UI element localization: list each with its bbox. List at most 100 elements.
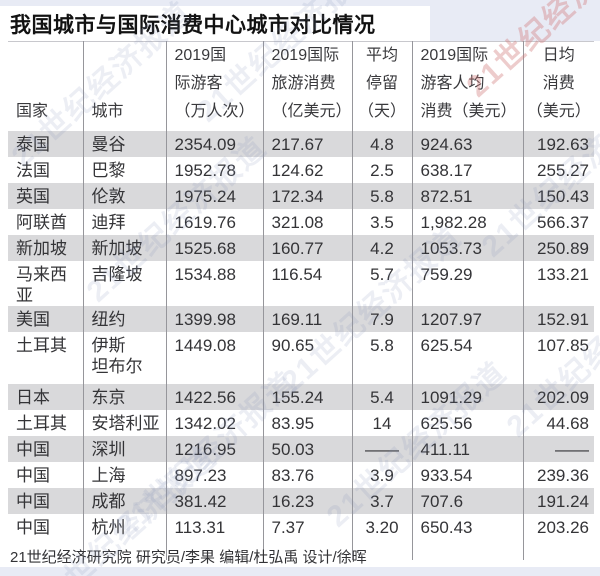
- cell-visitors_2019_wan: 381.42: [165, 488, 263, 514]
- table-row: 中国 杭州 113.31 7.37 3.20 650.43 203.26: [8, 514, 594, 540]
- cell-avg_stay_days: 3.5: [351, 209, 412, 235]
- cell-avg_stay_days: 3.20: [351, 514, 412, 540]
- cell-daily_spend_usd: 152.91: [522, 306, 594, 332]
- cell-country: 中国: [16, 518, 50, 537]
- cell-per_capita_spend_usd: 650.43: [411, 514, 523, 540]
- cell-visitors_2019_wan: 1449.08: [165, 332, 263, 384]
- top-right-band: [430, 0, 600, 41]
- cell-per_capita_spend_usd: 759.29: [411, 261, 523, 306]
- cell-avg_stay_days: 14: [351, 410, 412, 436]
- cell-visitors_2019_wan: 1216.95: [165, 436, 263, 462]
- cell-visitors_2019_wan: 1525.68: [165, 235, 263, 261]
- cell-tourism_spend_100m_usd: 50.03: [262, 436, 352, 462]
- cell-per_capita_spend_usd: 1053.73: [411, 235, 523, 261]
- cell-per_capita_spend_usd: 924.63: [411, 131, 523, 157]
- cell-city: 上海: [82, 462, 166, 488]
- cell-visitors_2019_wan: 1952.78: [165, 157, 263, 183]
- cell-avg_stay_days: 4.2: [351, 235, 412, 261]
- header-row: 国家 城市 2019国 际游客 （万人次） 2019国际 旅游消费 （亿美元） 平均 停…: [8, 41, 594, 131]
- cell-empty: [351, 540, 412, 560]
- cell-per_capita_spend_usd: 707.6: [411, 488, 523, 514]
- cell-empty: [262, 540, 352, 560]
- table-row: 美国 纽约 1399.98 169.11 7.9 1207.97 152.91: [8, 306, 594, 332]
- cell-city: 伊斯 坦布尔: [82, 332, 166, 384]
- cell-tourism_spend_100m_usd: 83.95: [262, 410, 352, 436]
- cell-visitors_2019_wan: 113.31: [165, 514, 263, 540]
- table-header: 国家 城市 2019国 际游客 （万人次） 2019国际 旅游消费 （亿美元） 平均 停…: [8, 41, 594, 131]
- table-row: 英国 伦敦 1975.24 172.34 5.8 872.51 150.43: [8, 183, 594, 209]
- cell-country: 中国: [16, 466, 50, 485]
- top-band: [0, 0, 600, 6]
- cell-visitors_2019_wan: 1619.76: [165, 209, 263, 235]
- cell-country: 美国: [16, 310, 50, 329]
- cell-city: 巴黎: [82, 157, 166, 183]
- bottom-band: [0, 567, 600, 576]
- cell-country: 土耳其: [16, 414, 67, 433]
- cell-tourism_spend_100m_usd: 217.67: [262, 131, 352, 157]
- cell-city: 伦敦: [82, 183, 166, 209]
- cell-city: 吉隆坡: [82, 261, 166, 306]
- column-header-per_capita_spend_usd: 2019国际 游客人均 消费（美元）: [411, 41, 523, 131]
- cell-empty: [165, 540, 263, 560]
- table-row: 马来西亚 吉隆坡 1534.88 116.54 5.7 759.29 133.21: [8, 261, 594, 306]
- cell-per_capita_spend_usd: 1207.97: [411, 306, 523, 332]
- cell-country: 法国: [16, 161, 50, 180]
- cell-empty: [522, 540, 594, 560]
- cell-empty: [82, 540, 166, 560]
- column-header-avg_stay_days: 平均 停留 （天）: [351, 41, 412, 131]
- cell-tourism_spend_100m_usd: 155.24: [262, 384, 352, 410]
- cell-tourism_spend_100m_usd: 169.11: [262, 306, 352, 332]
- cell-tourism_spend_100m_usd: 124.62: [262, 157, 352, 183]
- cell-city: 曼谷: [82, 131, 166, 157]
- cell-daily_spend_usd: 150.43: [522, 183, 594, 209]
- cell-avg_stay_days: 2.5: [351, 157, 412, 183]
- cell-daily_spend_usd: 133.21: [522, 261, 594, 306]
- cell-country: 英国: [16, 187, 50, 206]
- footer-credits: 21世纪经济研究院 研究员/李果 编辑/杜弘禹 设计/徐晖: [10, 549, 367, 566]
- cell-avg_stay_days: 4.8: [351, 131, 412, 157]
- cell-daily_spend_usd: 255.27: [522, 157, 594, 183]
- cell-city: 迪拜: [82, 209, 166, 235]
- cell-per_capita_spend_usd: 411.11: [411, 436, 523, 462]
- cell-visitors_2019_wan: 2354.09: [165, 131, 263, 157]
- cell-city: 东京: [82, 384, 166, 410]
- cell-daily_spend_usd: 192.63: [522, 131, 594, 157]
- cell-avg_stay_days: 5.4: [351, 384, 412, 410]
- cell-tourism_spend_100m_usd: 16.23: [262, 488, 352, 514]
- cell-visitors_2019_wan: 1422.56: [165, 384, 263, 410]
- cell-per_capita_spend_usd: 638.17: [411, 157, 523, 183]
- cell-daily_spend_usd: 107.85: [522, 332, 594, 384]
- column-header-daily_spend_usd: 日均 消费 （美元）: [522, 41, 594, 131]
- cell-avg_stay_days: 3.7: [351, 488, 412, 514]
- cell-country: 阿联酋: [16, 213, 67, 232]
- cell-tourism_spend_100m_usd: 321.08: [262, 209, 352, 235]
- table-row-empty: [8, 540, 594, 560]
- cell-tourism_spend_100m_usd: 116.54: [262, 261, 352, 306]
- table-row: 中国 深圳 1216.95 50.03 —— 411.11 ——: [8, 436, 594, 462]
- cell-daily_spend_usd: ——: [522, 436, 594, 462]
- cell-per_capita_spend_usd: 1,982.28: [411, 209, 523, 235]
- cell-daily_spend_usd: 239.36: [522, 462, 594, 488]
- cell-country: 中国: [16, 492, 50, 511]
- cell-visitors_2019_wan: 897.23: [165, 462, 263, 488]
- table-row: 泰国 曼谷 2354.09 217.67 4.8 924.63 192.63: [8, 131, 594, 157]
- cell-country: 中国: [16, 440, 50, 459]
- cell-tourism_spend_100m_usd: 90.65: [262, 332, 352, 384]
- cell-avg_stay_days: 5.8: [351, 183, 412, 209]
- cell-country: 泰国: [16, 135, 50, 154]
- column-header-city: 城市: [82, 41, 166, 131]
- table-row: 土耳其 伊斯 坦布尔 1449.08 90.65 5.8 625.54 107.85: [8, 332, 594, 384]
- cell-daily_spend_usd: 203.26: [522, 514, 594, 540]
- cell-city: 新加坡: [82, 235, 166, 261]
- cell-per_capita_spend_usd: 933.54: [411, 462, 523, 488]
- table-row: 日本 东京 1422.56 155.24 5.4 1091.29 202.09: [8, 384, 594, 410]
- cell-city: 纽约: [82, 306, 166, 332]
- table-row: 阿联酋 迪拜 1619.76 321.08 3.5 1,982.28 566.37: [8, 209, 594, 235]
- cell-country: 日本: [16, 388, 50, 407]
- cell-city: 成都: [82, 488, 166, 514]
- table-body: 泰国 曼谷 2354.09 217.67 4.8 924.63 192.63 法国 巴黎 1952…: [8, 131, 594, 560]
- column-header-country: 国家: [16, 103, 49, 120]
- table-row: 新加坡 新加坡 1525.68 160.77 4.2 1053.73 250.89: [8, 235, 594, 261]
- cell-city: 安塔利亚: [82, 410, 166, 436]
- cell-avg_stay_days: 5.7: [351, 261, 412, 306]
